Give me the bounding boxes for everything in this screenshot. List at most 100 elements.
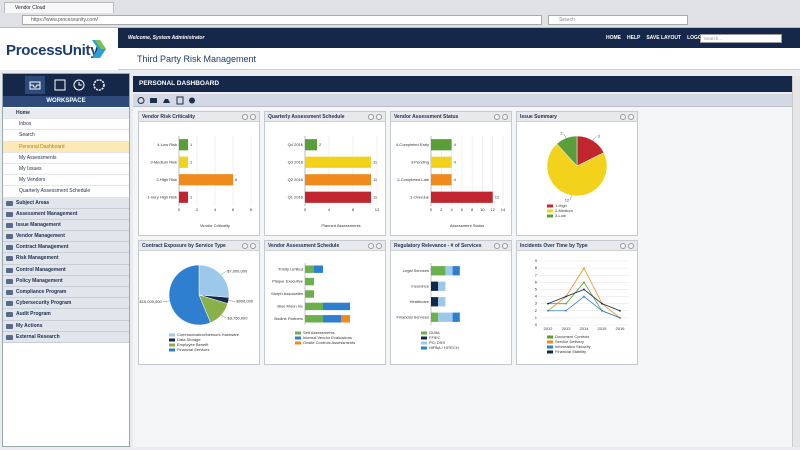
widget-button[interactable] [494,114,500,120]
widget-button[interactable] [250,243,256,249]
nav-link[interactable]: HOME [606,35,621,41]
nav-link[interactable]: LOGOUT [687,35,709,41]
x-tick-label: 6 [461,207,464,212]
legend-swatch [421,336,427,340]
bar-segment [431,312,439,322]
top-nav: HOME HELP SAVE LAYOUT LOGOUT [606,35,708,41]
widget-button[interactable] [242,114,248,120]
category-label: Q1 2016 [288,194,304,199]
point [565,295,567,298]
pie-slice [198,264,230,298]
nav-link[interactable]: HELP [627,35,641,41]
x-axis-label: Planned Assessments [321,223,360,228]
category-label: Q3 2016 [288,159,304,164]
sidebar-link[interactable]: My Vendors [3,175,129,187]
x-tick-label: 2015 [598,326,608,331]
sidebar-section[interactable]: Risk Management [3,253,129,265]
point [619,316,621,319]
widget-button[interactable] [250,114,256,120]
widget-button[interactable] [368,243,374,249]
sidebar-link[interactable]: Personal Dashboard [3,141,129,153]
sidebar-section[interactable]: Policy Management [3,275,129,287]
sidebar-section[interactable]: Vendor Management [3,231,129,243]
point [601,302,603,305]
logo[interactable]: ProcessUnity [6,42,99,59]
widget-button[interactable] [494,243,500,249]
bar-segment [431,297,439,307]
sidebar-section[interactable]: My Actions [3,320,129,332]
slice-label: $3,750,000 [227,316,248,321]
sidebar-link[interactable]: My Assessments [3,153,129,164]
widget-button[interactable] [620,243,626,249]
bar [179,156,188,168]
point [547,302,549,305]
bar [305,139,317,151]
widget: Regulatory Relevance - # of Services Lega… [390,240,512,365]
address-bar[interactable]: https://www.processunity.com/ [22,15,542,25]
sidebar-section[interactable]: Issue Management [3,219,129,232]
sidebar-section[interactable]: Compliance Program [3,287,129,299]
widget-button[interactable] [242,243,248,249]
category-label: 3-Pending [411,159,429,164]
sidebar-link[interactable]: My Issues [3,164,129,176]
legend-swatch [295,336,301,340]
widget-button[interactable] [502,243,508,249]
category-label: 2-Completed Late [397,177,430,182]
widget-button[interactable] [376,243,382,249]
bar [179,174,233,186]
sidebar-section[interactable]: Assessment Management [3,208,129,220]
bar-segment [438,312,453,322]
x-tick-label: 8 [471,207,474,212]
y-tick-label: 0 [535,322,538,327]
pie-slice [546,143,608,197]
sidebar-icons [3,74,129,96]
widget-button[interactable] [628,114,634,120]
legend-swatch [547,209,553,213]
value-label: 1 [190,194,193,199]
sidebar-home[interactable]: Home [3,108,129,120]
logo-mark [92,40,106,58]
x-tick-label: 2 [440,207,443,212]
widget-button[interactable] [376,114,382,120]
header-search[interactable]: Search... [700,34,782,43]
browser-search[interactable]: Search [548,15,688,25]
sidebar-link[interactable]: Search [3,130,129,142]
legend-swatch [547,340,553,344]
scrollbar[interactable] [792,76,800,447]
widget-button[interactable] [368,114,374,120]
welcome-text: Welcome, System Administrator [128,35,205,41]
sidebar-section[interactable]: Audit Program [3,309,129,321]
value-label: 12 [495,194,500,199]
widget-button[interactable] [620,114,626,120]
browser-tab[interactable]: Vendor Cloud [4,2,114,13]
legend-swatch [169,343,175,347]
category-label: 1-Overdue [410,194,430,199]
bar-segment [341,315,350,323]
sidebar-section[interactable]: Cybersecurity Program [3,298,129,310]
nav-link[interactable]: SAVE LAYOUT [646,35,682,41]
sidebar-link[interactable]: Quarterly Assessment Schedule [3,186,129,198]
sidebar-section[interactable]: Subject Areas [3,197,129,209]
y-tick-label: 3 [535,301,538,306]
legend-swatch [295,341,301,345]
dashboard-header: PERSONAL DASHBOARD [133,76,797,92]
sidebar-section[interactable]: Control Management [3,264,129,276]
sidebar-link[interactable]: Inbox [3,119,129,131]
bar-segment [305,265,314,273]
point [565,309,567,312]
x-tick-label: 2016 [616,326,626,331]
widget-chart: Legal Services Insurance Healthcare Financi… [397,263,460,350]
sidebar-section[interactable]: External Research [3,331,129,343]
bar-segment [452,312,460,322]
x-tick-label: 14 [501,207,506,212]
sidebar-list: Home Inbox Search Personal Dashboard My Asse… [3,108,129,343]
widget-button[interactable] [628,243,634,249]
x-tick-label: 8 [352,207,355,212]
value-label: 1 [190,159,193,164]
widget-button[interactable] [502,114,508,120]
y-tick-label: 8 [535,265,538,270]
x-tick-label: 0 [430,207,433,212]
sidebar-section[interactable]: Contract Management [3,242,129,254]
bar-segment [431,281,439,291]
